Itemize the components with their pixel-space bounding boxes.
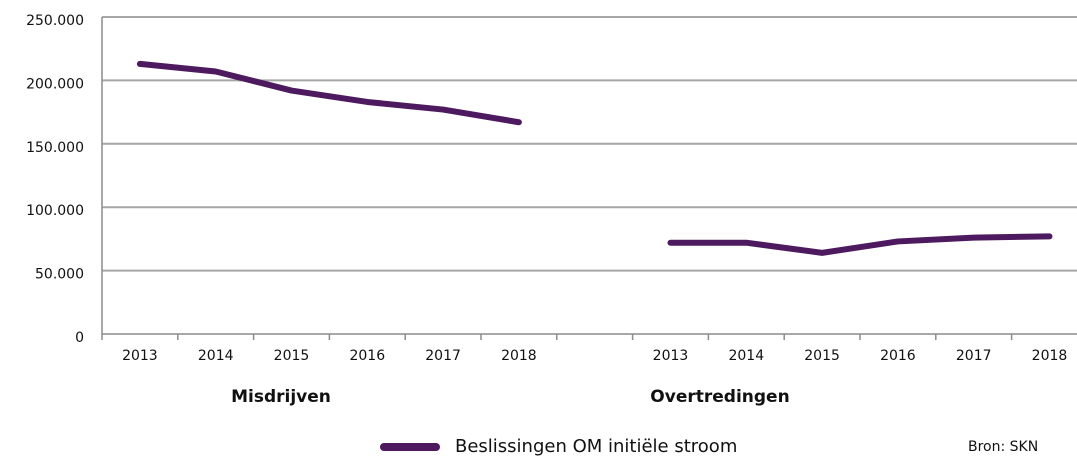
x-tick-label: 2015 [804, 348, 840, 364]
x-tick-label: 2013 [653, 348, 689, 364]
x-tick-label: 2014 [728, 348, 764, 364]
y-tick-label: 150.000 [26, 140, 84, 156]
source: Bron: SKN [968, 439, 1038, 455]
x-tick-label: 2018 [501, 348, 537, 364]
y-tick-label: 0 [75, 330, 84, 346]
x-tick-label: 2014 [198, 348, 234, 364]
x-tick-label: 2013 [122, 348, 158, 364]
x-tick-label: 2017 [425, 348, 461, 364]
y-tick-label: 250.000 [26, 13, 84, 29]
x-tick-label: 2016 [880, 348, 916, 364]
x-tick-label: 2018 [1032, 348, 1068, 364]
y-tick-label: 100.000 [26, 203, 84, 219]
group-label: Overtredingen [650, 387, 789, 407]
group-label: Misdrijven [231, 387, 331, 407]
legend-label: Beslissingen OM initiële stroom [455, 436, 737, 457]
y-tick-label: 200.000 [26, 76, 84, 92]
x-tick-label: 2015 [274, 348, 310, 364]
data-line [136, 60, 1053, 256]
x-tick-label: 2017 [956, 348, 992, 364]
y-tick-label: 50.000 [35, 267, 84, 283]
x-tick-label: 2016 [349, 348, 385, 364]
